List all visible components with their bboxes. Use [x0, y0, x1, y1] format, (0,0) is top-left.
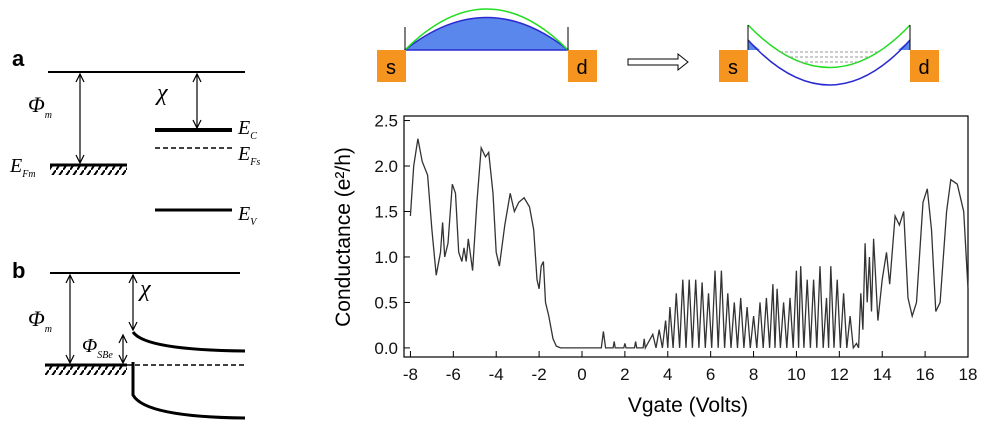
ev-label: EV [237, 203, 258, 228]
chi-label: χ [155, 80, 169, 106]
x-axis-label: Vgate (Volts) [628, 394, 748, 417]
drain-label: d [576, 57, 587, 79]
symbol: E [237, 203, 250, 225]
panel-label: b [12, 258, 25, 283]
subscript: m [45, 110, 52, 121]
x-tick-label: 18 [959, 365, 978, 384]
source-label: s [386, 57, 396, 79]
phi-m-label: Φm [28, 306, 52, 335]
subscript: SBe [97, 350, 113, 361]
y-tick-label: 0.5 [374, 293, 398, 312]
subscript: Fm [21, 169, 35, 180]
x-tick-label: -6 [446, 365, 461, 384]
subscript: V [250, 217, 258, 228]
plot-frame [403, 115, 969, 358]
x-tick-label: 6 [706, 365, 715, 384]
x-tick-label: -4 [489, 365, 504, 384]
y-tick-label: 2.0 [374, 157, 398, 176]
schematic [377, 8, 939, 86]
chart: -8 -6 -4 -2 0 2 4 6 8 10 12 14 16 18 0.0 0.5 1.0 1.5 2.0 2.… [374, 112, 977, 384]
x-tick-label: -2 [532, 365, 547, 384]
panel-a [48, 71, 245, 212]
subscript: C [250, 131, 257, 142]
conductance-line [409, 138, 969, 350]
y-tick-label: 2.5 [374, 112, 398, 131]
chi-label: χ [138, 276, 152, 302]
x-tick-label: 0 [577, 365, 586, 384]
panel-b [45, 272, 246, 420]
panel-label: a [12, 46, 25, 71]
x-tick-label: 14 [873, 365, 892, 384]
phi-m-label: Φm [28, 92, 52, 121]
x-tick-label: -8 [403, 365, 418, 384]
efs-label: EFs [237, 143, 260, 168]
symbol: E [9, 155, 22, 177]
x-tick-label: 10 [787, 365, 806, 384]
subscript: m [45, 324, 52, 335]
efm-label: EFm [9, 155, 36, 180]
y-tick-label: 1.5 [374, 202, 398, 221]
phi-sbe-label: ΦSBe [82, 335, 113, 361]
symbol: Φ [82, 335, 97, 357]
ec-label: EC [237, 117, 257, 142]
symbol: Φ [28, 306, 45, 331]
symbol: Φ [28, 92, 45, 117]
x-tick-label: 8 [749, 365, 758, 384]
y-tick-label: 0.0 [374, 339, 398, 358]
x-tick-label: 4 [663, 365, 672, 384]
x-tick-label: 2 [620, 365, 629, 384]
symbol: E [237, 117, 250, 139]
drain-label: d [918, 57, 929, 79]
y-tick-label: 1.0 [374, 248, 398, 267]
y-axis-label: Conductance (e²/h) [332, 147, 355, 327]
symbol: E [237, 143, 250, 165]
subscript: Fs [249, 157, 260, 168]
x-tick-label: 16 [916, 365, 935, 384]
source-label: s [728, 57, 738, 79]
x-tick-label: 12 [830, 365, 849, 384]
